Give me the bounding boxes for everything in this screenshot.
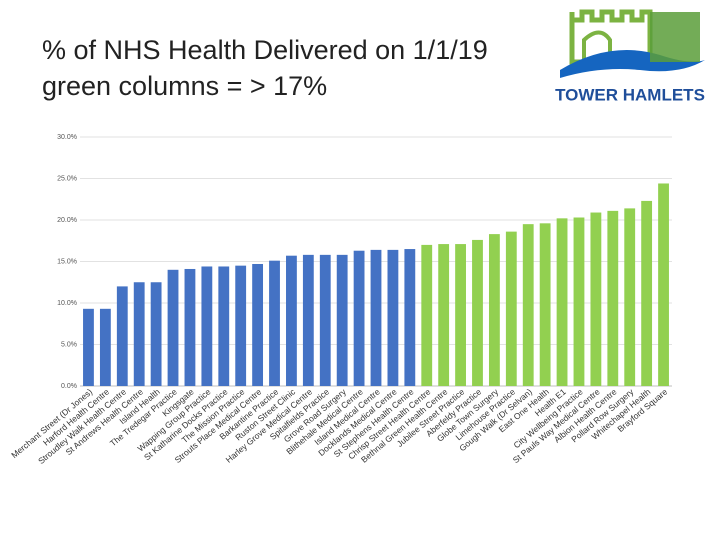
bar bbox=[505, 231, 517, 386]
y-tick-label: 5.0% bbox=[61, 341, 77, 348]
bar bbox=[404, 249, 416, 386]
y-tick-label: 15.0% bbox=[57, 258, 77, 265]
bar bbox=[556, 218, 568, 386]
y-tick-label: 30.0% bbox=[57, 134, 77, 141]
bar bbox=[539, 223, 551, 386]
bar bbox=[370, 249, 382, 386]
logo-wave bbox=[560, 50, 705, 78]
bar bbox=[286, 255, 297, 386]
bar bbox=[150, 282, 162, 386]
bar bbox=[218, 266, 230, 386]
bar bbox=[133, 282, 145, 386]
bar bbox=[472, 239, 483, 386]
bar bbox=[573, 217, 585, 386]
bar bbox=[83, 308, 94, 386]
bar bbox=[421, 244, 433, 386]
bar bbox=[590, 212, 602, 386]
y-tick-label: 0.0% bbox=[61, 383, 77, 390]
logo: TOWER HAMLETS bbox=[555, 9, 705, 104]
bar bbox=[658, 183, 669, 386]
chart-subtitle: green columns = > 17% bbox=[42, 71, 327, 101]
bar bbox=[116, 286, 128, 386]
chart-title: % of NHS Health Delivered on 1/1/19 bbox=[42, 35, 488, 65]
logo-text: TOWER HAMLETS bbox=[555, 85, 705, 104]
bar bbox=[522, 224, 534, 386]
bar bbox=[336, 254, 348, 386]
bar bbox=[235, 265, 247, 386]
bar bbox=[488, 234, 500, 386]
bar bbox=[167, 269, 179, 386]
bar bbox=[252, 263, 264, 386]
bar bbox=[641, 200, 653, 386]
y-tick-label: 25.0% bbox=[57, 175, 77, 182]
y-tick-label: 20.0% bbox=[57, 217, 77, 224]
bar bbox=[269, 260, 280, 386]
bar bbox=[201, 266, 213, 386]
bar bbox=[302, 254, 314, 386]
bar bbox=[455, 244, 466, 386]
bar bbox=[438, 244, 450, 386]
bar bbox=[607, 210, 619, 386]
bar bbox=[387, 249, 399, 386]
logo-tower bbox=[650, 12, 700, 62]
bar bbox=[99, 308, 111, 386]
bar bbox=[624, 208, 636, 386]
bar bbox=[184, 268, 196, 386]
bar bbox=[319, 254, 331, 386]
logo-castle bbox=[569, 9, 653, 65]
bar bbox=[353, 250, 365, 386]
y-tick-label: 10.0% bbox=[57, 300, 77, 307]
